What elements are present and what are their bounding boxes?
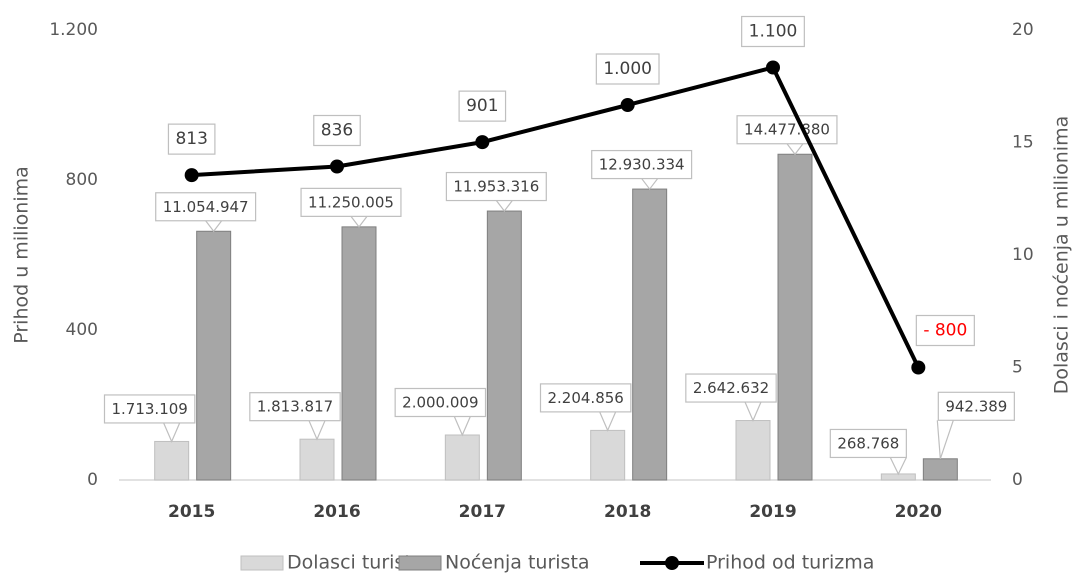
data-label: 942.389 — [945, 397, 1007, 415]
data-label: 11.054.947 — [163, 198, 249, 216]
bar — [341, 226, 377, 481]
callout — [786, 143, 804, 156]
bar — [735, 420, 771, 481]
data-label-box — [313, 114, 361, 147]
y-axis-title: Prihod u milionima — [11, 166, 33, 344]
callout — [308, 420, 326, 441]
x-tick-label: 2018 — [604, 502, 651, 522]
line-marker — [766, 60, 780, 75]
data-label: 813 — [175, 129, 207, 149]
callout — [453, 416, 471, 437]
data-label-box — [685, 373, 777, 403]
legend-label: Noćenja turista — [445, 552, 590, 574]
data-label: 2.000.009 — [402, 393, 478, 411]
bar — [444, 434, 480, 481]
bar — [590, 429, 626, 481]
y2-tick-label: 5 — [1012, 358, 1023, 378]
data-label: 2.642.632 — [693, 379, 769, 397]
y-tick-label: 800 — [66, 170, 98, 190]
line-marker — [330, 159, 344, 174]
data-label: 1.713.109 — [111, 400, 187, 418]
data-label: 2.204.856 — [547, 389, 623, 407]
y2-tick-label: 10 — [1012, 245, 1034, 265]
data-label-box — [829, 428, 907, 459]
legend-marker — [665, 556, 679, 570]
y-tick-label: 400 — [66, 320, 98, 340]
callout — [350, 216, 368, 228]
legend-swatch — [240, 555, 284, 571]
legend-label: Prihod od turizma — [706, 552, 874, 574]
y-tick-label: 0 — [87, 470, 98, 490]
bar — [777, 153, 813, 481]
data-label-box — [394, 387, 487, 418]
y2-axis-title: Dolasci i noćenja u milionima — [1051, 116, 1073, 395]
data-label: 14.477.880 — [744, 121, 830, 139]
legend-label: Dolasci turista — [287, 552, 423, 574]
bar — [154, 440, 190, 481]
x-tick-label: 2019 — [749, 502, 796, 522]
bar — [196, 230, 232, 481]
annotation-box — [915, 314, 975, 347]
x-tick-label: 2015 — [168, 502, 215, 522]
annotation: - 800 — [923, 321, 967, 341]
data-label: 901 — [466, 96, 498, 116]
data-label-box — [300, 187, 402, 217]
line-marker — [475, 135, 490, 150]
data-label: 268.768 — [837, 434, 899, 452]
y2-tick-label: 15 — [1012, 133, 1034, 153]
data-label: 1.100 — [749, 22, 798, 42]
data-label-box — [736, 115, 838, 145]
data-label-box — [103, 394, 196, 424]
callout — [889, 457, 907, 476]
callout — [495, 200, 513, 213]
callout — [936, 420, 954, 459]
data-label: 1.000 — [603, 59, 652, 79]
data-label-box — [249, 392, 341, 422]
legend-swatch — [398, 555, 442, 571]
line — [191, 65, 921, 369]
callout — [599, 411, 617, 432]
callout — [163, 422, 181, 443]
x-tick-label: 2017 — [459, 502, 506, 522]
y-tick-label: 1.200 — [49, 20, 98, 40]
data-label-box — [937, 391, 1015, 421]
data-label-box — [595, 53, 660, 85]
data-label-box — [155, 192, 257, 222]
x-tick-label: 2016 — [313, 502, 360, 522]
bar — [632, 188, 668, 481]
line-marker — [620, 98, 635, 112]
data-label: 11.250.005 — [308, 193, 394, 211]
bar — [486, 210, 522, 481]
bar — [922, 458, 958, 481]
data-label: 12.930.334 — [599, 156, 685, 174]
data-label-box — [741, 15, 805, 48]
y2-tick-label: 20 — [1012, 20, 1034, 40]
callout — [744, 401, 762, 423]
bar — [299, 438, 335, 481]
callout — [205, 220, 223, 233]
data-label-box — [539, 383, 632, 413]
data-label: 836 — [321, 121, 353, 141]
data-label-box — [458, 90, 507, 122]
data-label-box — [445, 171, 547, 202]
data-label-box — [167, 123, 216, 155]
data-label: 1.813.817 — [257, 398, 333, 416]
callout — [641, 178, 659, 191]
data-label-box — [591, 149, 693, 180]
data-label: 11.953.316 — [453, 178, 539, 196]
x-tick-label: 2020 — [895, 502, 942, 522]
line-marker — [184, 168, 199, 183]
y2-tick-label: 0 — [1012, 470, 1023, 490]
line-marker — [911, 360, 926, 375]
